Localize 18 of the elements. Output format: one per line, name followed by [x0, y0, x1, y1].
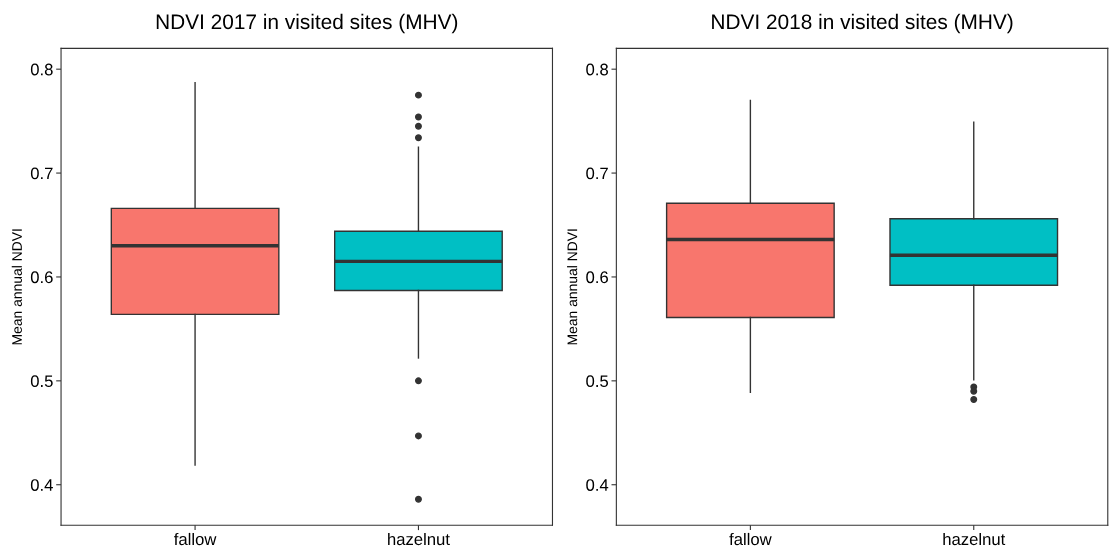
- y-tick-label: 0.6: [30, 271, 53, 284]
- y-axis-title: Mean annual NDVI: [567, 229, 578, 345]
- y-tick-label: 0.7: [586, 167, 608, 180]
- x-tick-label: hazelnut: [943, 532, 1006, 546]
- y-tick-label: 0.8: [30, 63, 53, 76]
- y-axis-title: Mean annual NDVI: [11, 229, 22, 345]
- y-tick-label: 0.8: [586, 63, 608, 76]
- y-tick-label: 0.6: [586, 271, 608, 284]
- x-tick-label: fallow: [174, 532, 217, 546]
- chart-title: NDVI 2018 in visited sites (MHV): [712, 13, 1013, 34]
- chart-title: NDVI 2017 in visited sites (MHV): [156, 13, 458, 34]
- y-tick-label: 0.5: [586, 375, 609, 388]
- x-tick-label: fallow: [729, 532, 772, 546]
- y-tick-label: 0.7: [30, 167, 53, 180]
- y-tick-label: 0.4: [30, 479, 53, 491]
- y-tick-label: 0.4: [586, 479, 609, 491]
- y-tick-label: 0.5: [30, 375, 53, 388]
- x-tick-label: hazelnut: [388, 532, 450, 546]
